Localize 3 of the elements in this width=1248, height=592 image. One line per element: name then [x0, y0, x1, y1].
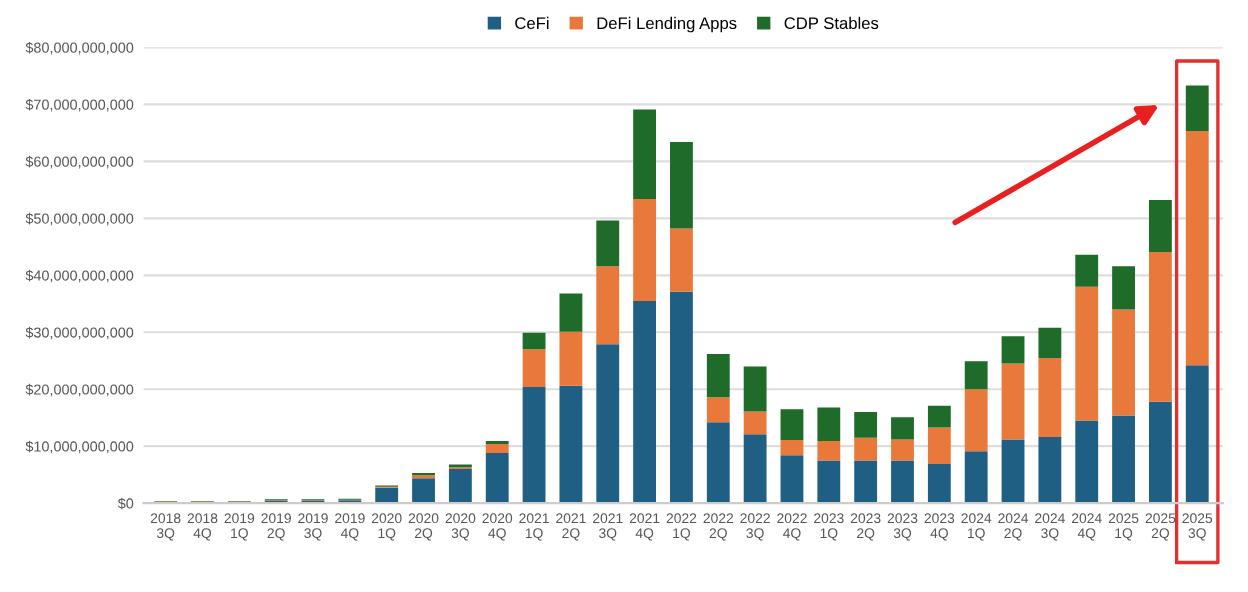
legend-label: CDP Stables	[784, 16, 879, 30]
legend-label: DeFi Lending Apps	[597, 16, 737, 33]
legend-label: CeFi	[515, 16, 549, 30]
